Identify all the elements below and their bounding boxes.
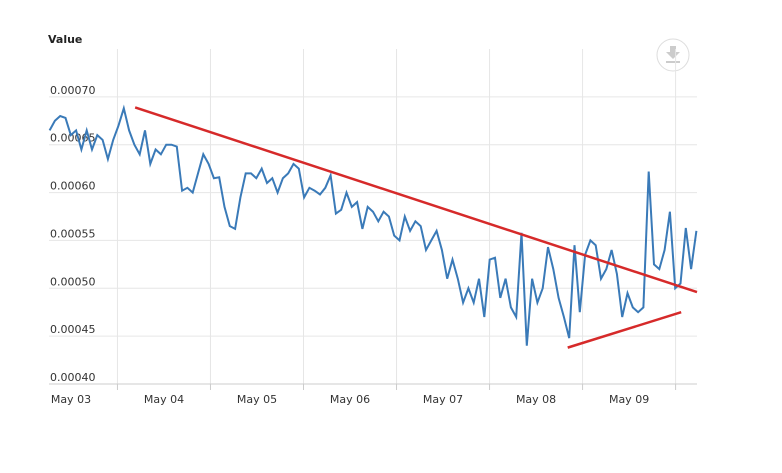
y-tick-label: 0.00045	[50, 323, 96, 336]
x-tick-label: May 05	[237, 393, 277, 406]
x-tick-label: May 06	[330, 393, 370, 406]
y-tick-label: 0.00050	[50, 275, 96, 288]
y-tick-label: 0.00070	[50, 84, 96, 97]
x-tick-label: May 09	[609, 393, 649, 406]
x-tick-label: May 08	[516, 393, 556, 406]
chart-title: Value	[48, 33, 82, 46]
y-tick-label: 0.00040	[50, 371, 96, 384]
trend-line	[567, 311, 682, 349]
y-tick-label: 0.00055	[50, 227, 96, 240]
y-tick-label: 0.00060	[50, 180, 96, 193]
x-tick-label: May 03	[51, 393, 91, 406]
x-tick-label: May 04	[144, 393, 184, 406]
download-button[interactable]	[656, 38, 690, 72]
line-series	[48, 104, 698, 346]
trend-line	[134, 106, 698, 294]
x-tick-label: May 07	[423, 393, 463, 406]
